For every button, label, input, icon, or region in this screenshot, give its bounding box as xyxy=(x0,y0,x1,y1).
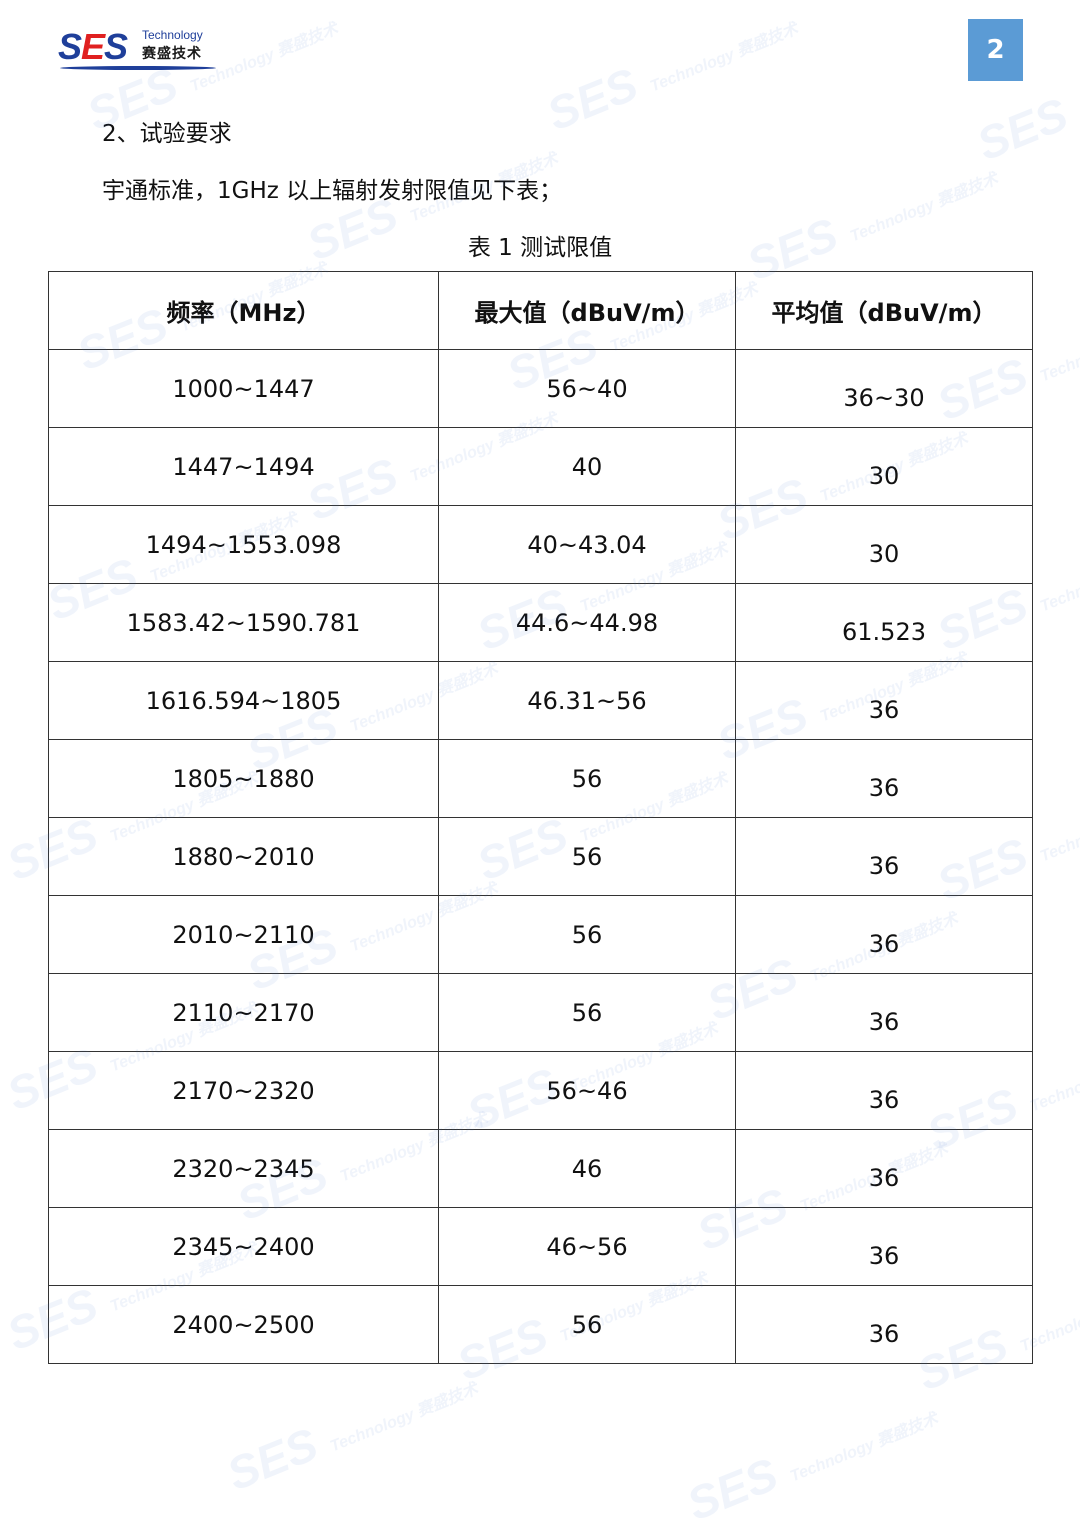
table-row: 2010~2110 56 36 xyxy=(48,895,1033,974)
logo-tagline: Technology xyxy=(142,28,203,42)
max-value-cell: 46.31~56 xyxy=(438,661,736,740)
watermark: SES Technology 赛盛技术 xyxy=(739,170,1001,291)
frequency-cell: 2345~2400 xyxy=(48,1207,439,1286)
max-value-cell: 56~46 xyxy=(438,1051,736,1130)
table-row: 1616.594~1805 46.31~56 36 xyxy=(48,661,1033,740)
watermark: SES Technology 赛盛技术 xyxy=(219,1380,481,1501)
column-header: 最大值（dBuV/m） xyxy=(438,271,736,350)
frequency-cell: 1000~1447 xyxy=(48,349,439,428)
table-row: 2110~2170 56 36 xyxy=(48,973,1033,1052)
average-value-cell: 36 xyxy=(735,661,1033,740)
table-row: 1880~2010 56 36 xyxy=(48,817,1033,896)
table-caption: 表 1 测试限值 xyxy=(467,235,613,261)
company-logo: SES Technology 赛盛技术 xyxy=(58,26,228,74)
average-value-cell: 36 xyxy=(735,1285,1033,1364)
average-value-cell: 36~30 xyxy=(735,349,1033,428)
table-row: 1494~1553.098 40~43.04 30 xyxy=(48,505,1033,584)
paragraph: 宇通标准，1GHz 以上辐射发射限值见下表； xyxy=(102,178,563,204)
average-value-cell: 36 xyxy=(735,1129,1033,1208)
page-number-badge: 2 xyxy=(968,19,1023,81)
table-row: 1583.42~1590.781 44.6~44.98 61.523 xyxy=(48,583,1033,662)
column-header: 频率（MHz） xyxy=(48,271,439,350)
max-value-cell: 56 xyxy=(438,973,736,1052)
frequency-cell: 1880~2010 xyxy=(48,817,439,896)
table-row: 1447~1494 40 30 xyxy=(48,427,1033,506)
average-value-cell: 36 xyxy=(735,973,1033,1052)
logo-mark: SES xyxy=(58,26,128,67)
table-row: 2320~2345 46 36 xyxy=(48,1129,1033,1208)
average-value-cell: 30 xyxy=(735,505,1033,584)
max-value-cell: 40 xyxy=(438,427,736,506)
frequency-cell: 1583.42~1590.781 xyxy=(48,583,439,662)
frequency-cell: 2170~2320 xyxy=(48,1051,439,1130)
table-header-row: 频率（MHz） 最大值（dBuV/m） 平均值（dBuV/m） xyxy=(48,271,1033,350)
average-value-cell: 36 xyxy=(735,895,1033,974)
max-value-cell: 46~56 xyxy=(438,1207,736,1286)
column-header: 平均值（dBuV/m） xyxy=(735,271,1033,350)
average-value-cell: 36 xyxy=(735,1051,1033,1130)
section-heading: 2、试验要求 xyxy=(102,121,232,147)
frequency-cell: 1494~1553.098 xyxy=(48,505,439,584)
max-value-cell: 56 xyxy=(438,817,736,896)
table-row: 2400~2500 56 36 xyxy=(48,1285,1033,1364)
frequency-cell: 1447~1494 xyxy=(48,427,439,506)
frequency-cell: 2320~2345 xyxy=(48,1129,439,1208)
logo-cn-name: 赛盛技术 xyxy=(142,46,202,62)
table-row: 1000~1447 56~40 36~30 xyxy=(48,349,1033,428)
max-value-cell: 46 xyxy=(438,1129,736,1208)
table-row: 1805~1880 56 36 xyxy=(48,739,1033,818)
max-value-cell: 56 xyxy=(438,1285,736,1364)
max-value-cell: 56 xyxy=(438,739,736,818)
table-row: 2345~2400 46~56 36 xyxy=(48,1207,1033,1286)
logo-swoosh xyxy=(60,66,216,70)
average-value-cell: 36 xyxy=(735,817,1033,896)
frequency-cell: 2400~2500 xyxy=(48,1285,439,1364)
average-value-cell: 36 xyxy=(735,1207,1033,1286)
average-value-cell: 36 xyxy=(735,739,1033,818)
max-value-cell: 40~43.04 xyxy=(438,505,736,584)
average-value-cell: 61.523 xyxy=(735,583,1033,662)
frequency-cell: 1616.594~1805 xyxy=(48,661,439,740)
limits-table: 频率（MHz） 最大值（dBuV/m） 平均值（dBuV/m） 1000~1447 5… xyxy=(48,271,1033,1364)
max-value-cell: 56~40 xyxy=(438,349,736,428)
watermark: SES Technology 赛盛技术 xyxy=(679,1410,941,1531)
frequency-cell: 2010~2110 xyxy=(48,895,439,974)
frequency-cell: 1805~1880 xyxy=(48,739,439,818)
watermark: SES Technology 赛盛技术 xyxy=(539,20,801,141)
average-value-cell: 30 xyxy=(735,427,1033,506)
table-row: 2170~2320 56~46 36 xyxy=(48,1051,1033,1130)
frequency-cell: 2110~2170 xyxy=(48,973,439,1052)
max-value-cell: 56 xyxy=(438,895,736,974)
max-value-cell: 44.6~44.98 xyxy=(438,583,736,662)
